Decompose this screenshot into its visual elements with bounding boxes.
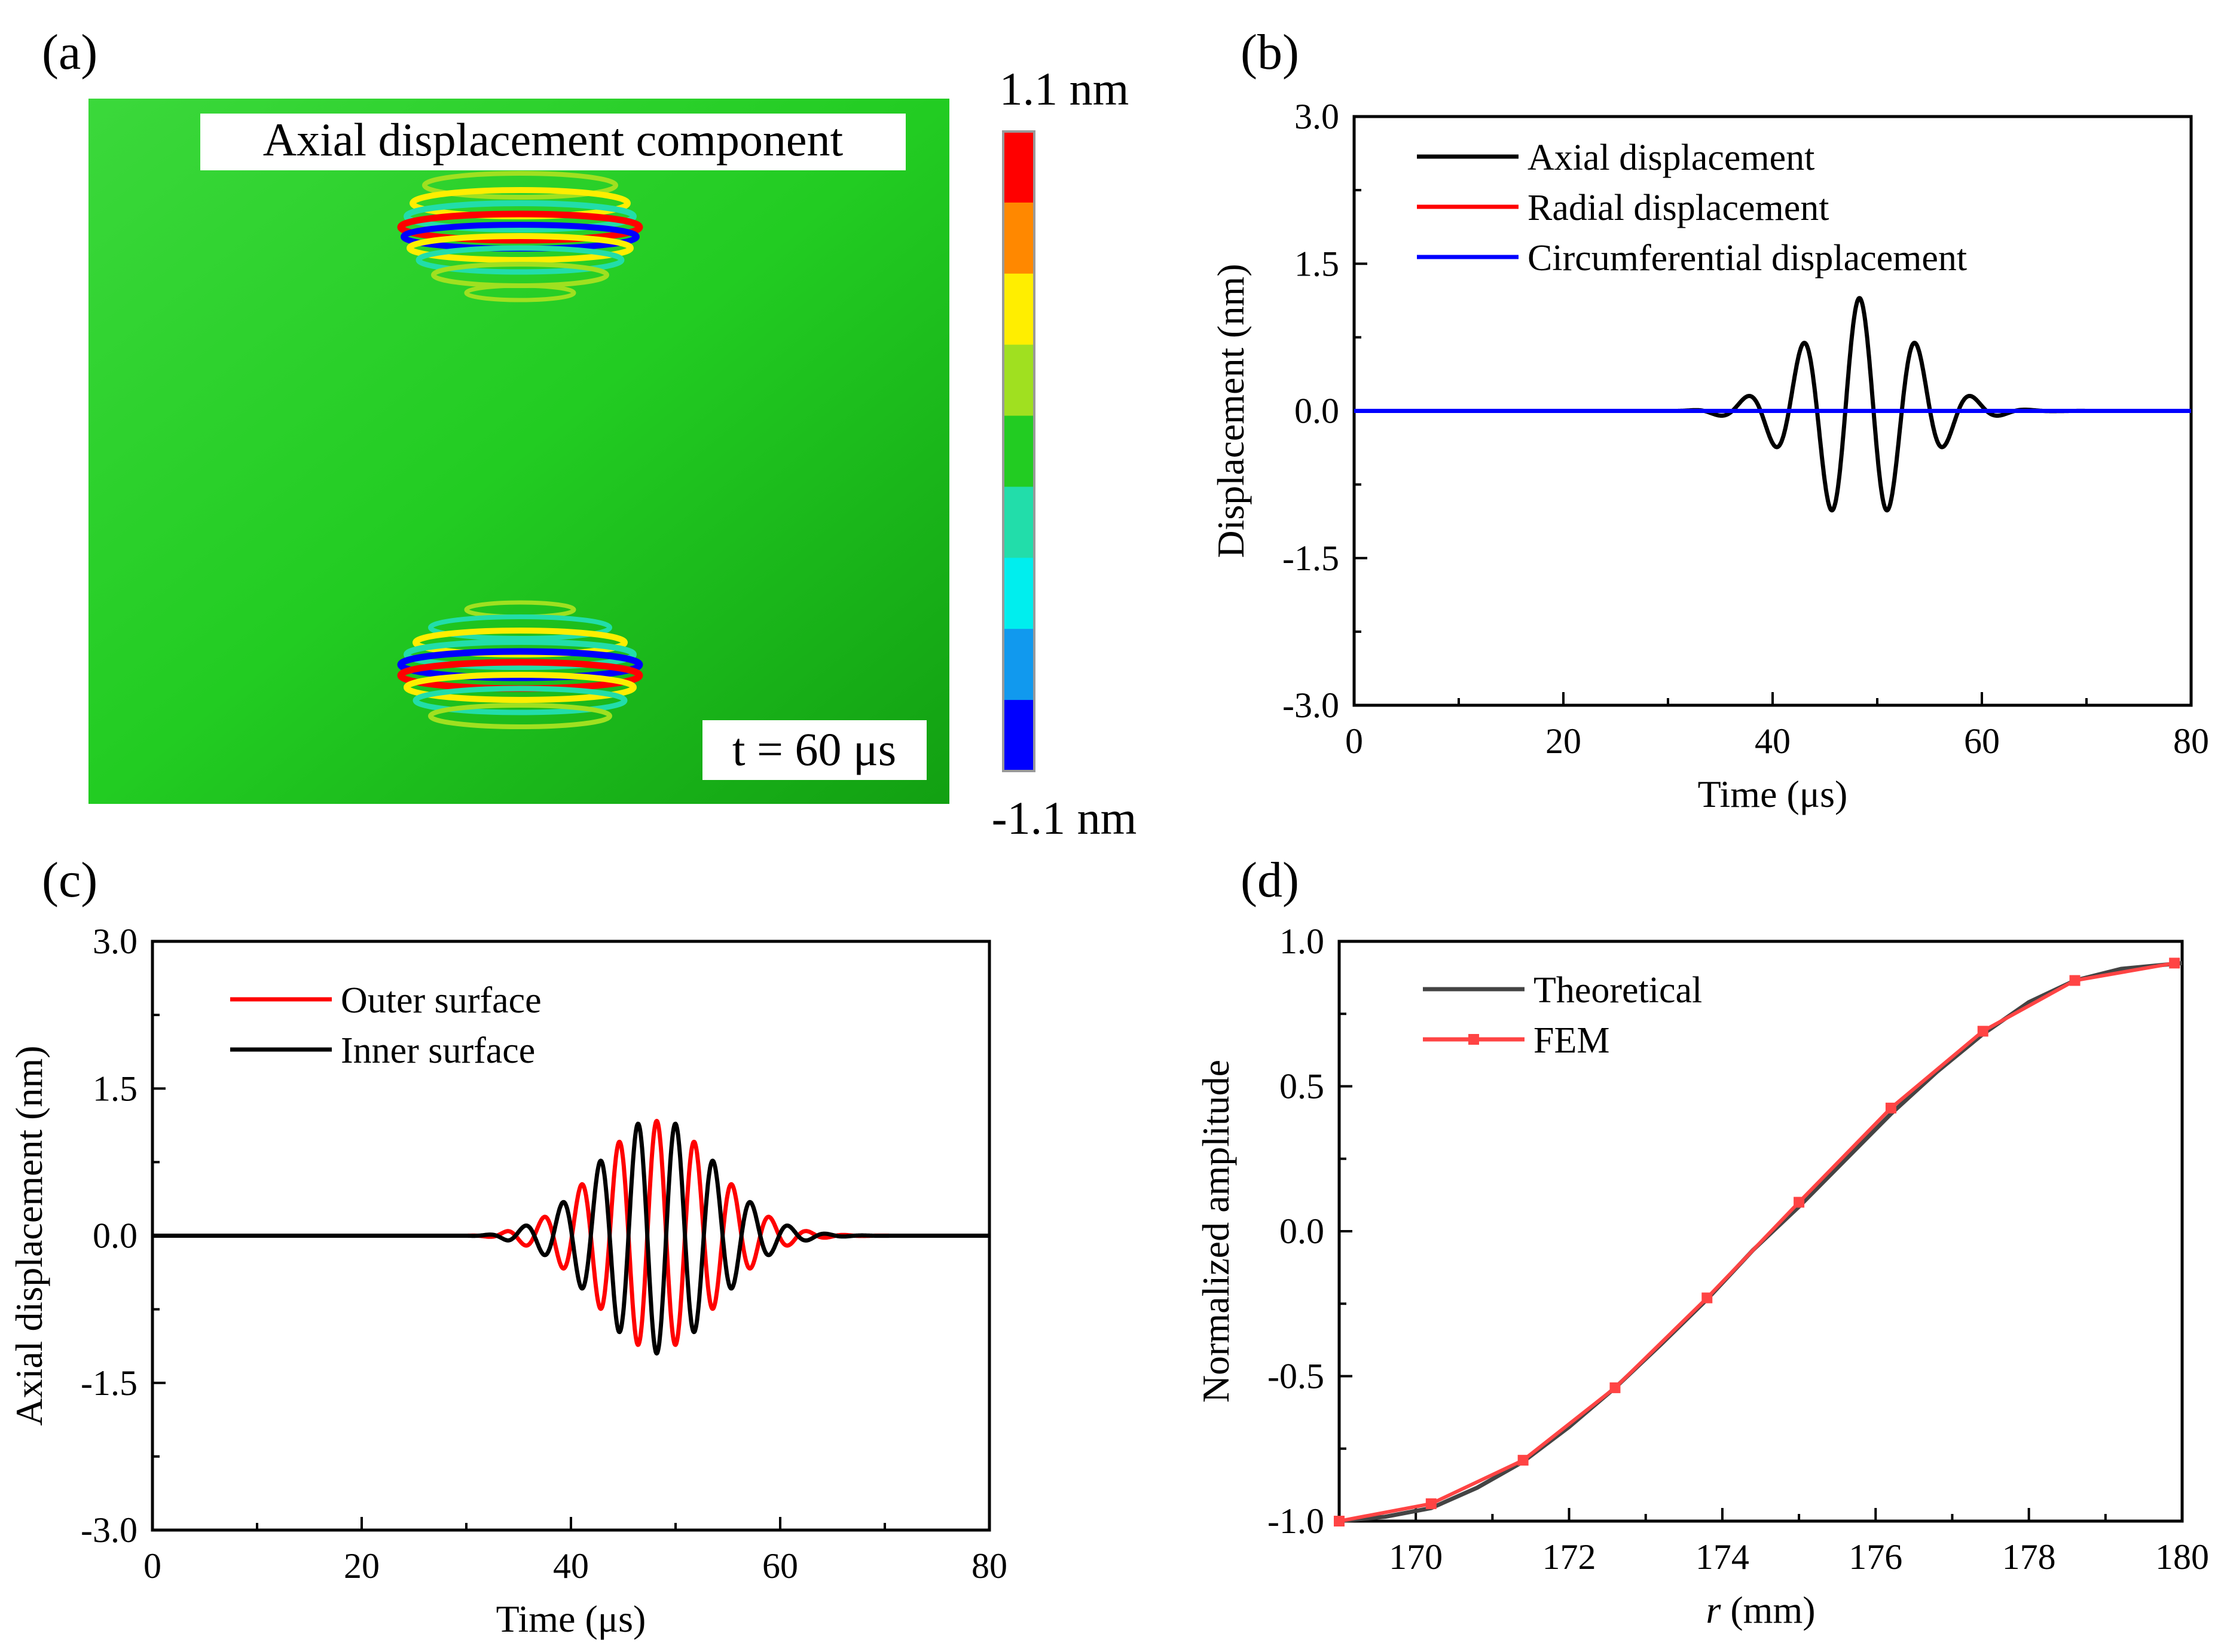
y-axis-label: Displacement (nm) (1209, 264, 1252, 558)
data-point-marker (2169, 957, 2180, 969)
legend-label: Circumferential displacement (1527, 238, 1967, 279)
x-tick-label: 174 (1695, 1537, 1749, 1577)
panel-a: Axial displacement component t = 60 μs 1… (88, 63, 1137, 844)
x-tick-label: 170 (1389, 1537, 1443, 1577)
legend-label: Theoretical (1533, 970, 1702, 1011)
panel-a-title: Axial displacement component (263, 114, 844, 166)
x-axis-label: r (mm) (1706, 1589, 1815, 1631)
chart-panel-b: 0 20 40 60 80 3.0 1.5 0.0 -1.5 -3.0 Time (μs) Displ… (1209, 97, 2209, 815)
data-point-marker (2069, 975, 2081, 986)
colorbar-segment (1003, 202, 1034, 274)
title-box (200, 114, 906, 170)
x-tick-label: 20 (344, 1546, 380, 1586)
legend-label: Inner surface (341, 1030, 535, 1071)
time-label: t = 60 μs (732, 723, 896, 775)
y-tick-label: 0.0 (1279, 1212, 1324, 1251)
colorbar-segment (1003, 558, 1034, 629)
data-point-marker (1885, 1102, 1896, 1113)
y-tick-label: -3.0 (1282, 686, 1339, 725)
data-point-marker (1334, 1516, 1345, 1526)
y-tick-label: 0.5 (1279, 1067, 1324, 1106)
x-tick-label: 176 (1849, 1537, 1902, 1577)
y-tick-label: 1.5 (93, 1069, 138, 1108)
colorbar-segment (1003, 273, 1034, 345)
colorbar-frame (1002, 130, 1035, 772)
data-point-marker (1425, 1498, 1437, 1509)
time-box (702, 720, 927, 780)
colorbar-max-label: 1.1 nm (1000, 63, 1129, 115)
legend-label: FEM (1533, 1020, 1609, 1061)
chart-panel-d: 170 172 174 176 178 180 1.0 0.5 0.0 -0.5 -1.0 r (mm… (1194, 922, 2209, 1631)
x-tick-label: 40 (1755, 721, 1791, 761)
panel-label-c: (c) (42, 852, 97, 908)
x-tick-label: 0 (1345, 721, 1363, 761)
data-point-marker (1517, 1455, 1529, 1466)
x-tick-label: 40 (553, 1546, 589, 1586)
colorbar-segment (1003, 700, 1034, 772)
y-tick-label: -3.0 (81, 1510, 138, 1550)
y-tick-label: 3.0 (1294, 97, 1339, 136)
legend-label: Axial displacement (1527, 137, 1814, 178)
y-tick-label: -0.5 (1267, 1357, 1324, 1396)
panel-label-b: (b) (1241, 25, 1299, 80)
y-tick-label: 0.0 (93, 1216, 138, 1256)
y-tick-label: 1.0 (1279, 922, 1324, 961)
colorbar-segment (1003, 629, 1034, 700)
x-tick-label: 80 (2173, 721, 2209, 761)
series-line-axial-displacement (1352, 296, 2193, 513)
y-tick-label: -1.5 (1282, 539, 1339, 578)
panel-label-a: (a) (42, 25, 97, 80)
x-axis-label: Time (μs) (496, 1598, 646, 1640)
chart-panel-c: 0 20 40 60 80 3.0 1.5 0.0 -1.5 -3.0 Time (μs) Axial… (8, 922, 1007, 1640)
y-tick-label: 1.5 (1294, 244, 1339, 283)
y-axis-label: Axial displacement (nm) (8, 1045, 50, 1425)
legend-label: Radial displacement (1527, 188, 1829, 228)
y-tick-label: 3.0 (93, 922, 138, 961)
colorbar-segment (1003, 487, 1034, 558)
y-tick-label: -1.0 (1267, 1501, 1324, 1541)
lower-wave-packet (397, 600, 643, 729)
colorbar-segment (1003, 344, 1034, 417)
data-point-marker (1609, 1382, 1621, 1393)
panel-label-d: (d) (1241, 852, 1299, 908)
x-tick-label: 20 (1545, 721, 1581, 761)
series-line-fem (1339, 961, 2175, 1523)
x-tick-label: 60 (762, 1546, 798, 1586)
series-line-inner-surface (151, 1121, 991, 1356)
colorbar-segment (1003, 131, 1034, 203)
legend-marker (1468, 1034, 1479, 1045)
colorbar (1003, 131, 1034, 772)
y-tick-label: -1.5 (81, 1363, 138, 1403)
plot-frame (1337, 940, 2184, 1523)
data-point-marker (1794, 1197, 1805, 1208)
legend-label: Outer surface (341, 980, 542, 1021)
wave-fronts (397, 171, 643, 729)
data-point-marker (1701, 1292, 1713, 1304)
colorbar-segment (1003, 415, 1034, 487)
y-tick-label: 0.0 (1294, 391, 1339, 431)
x-tick-label: 172 (1542, 1537, 1596, 1577)
colorbar-min-label: -1.1 nm (992, 792, 1137, 844)
data-point-marker (1977, 1026, 1988, 1037)
x-tick-label: 60 (1964, 721, 2000, 761)
x-tick-label: 0 (143, 1546, 161, 1586)
y-axis-label: Normalized amplitude (1194, 1060, 1237, 1403)
x-tick-label: 80 (972, 1546, 1007, 1586)
upper-wave-packet (397, 171, 643, 302)
x-tick-label: 178 (2002, 1537, 2056, 1577)
x-axis-label: Time (μs) (1698, 773, 1848, 815)
x-tick-label: 180 (2155, 1537, 2209, 1577)
